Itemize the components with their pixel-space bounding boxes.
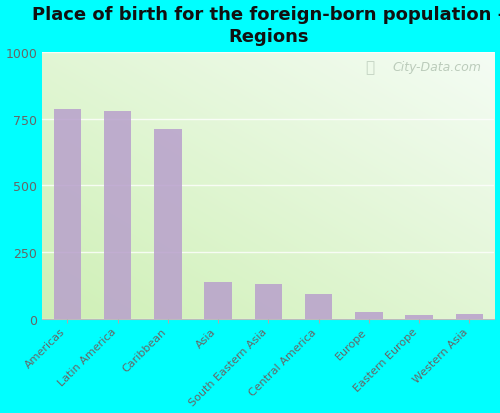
Bar [355, 312, 382, 319]
Bar [104, 112, 132, 319]
Bar [305, 294, 332, 319]
Bar [254, 285, 282, 319]
Bar [456, 314, 483, 319]
Text: City-Data.com: City-Data.com [392, 61, 481, 74]
Text: ⦾: ⦾ [366, 60, 374, 75]
Bar [54, 110, 81, 319]
Bar [406, 315, 433, 319]
Bar [154, 130, 182, 319]
Bar [204, 282, 232, 319]
Title: Place of birth for the foreign-born population -
Regions: Place of birth for the foreign-born popu… [32, 5, 500, 46]
